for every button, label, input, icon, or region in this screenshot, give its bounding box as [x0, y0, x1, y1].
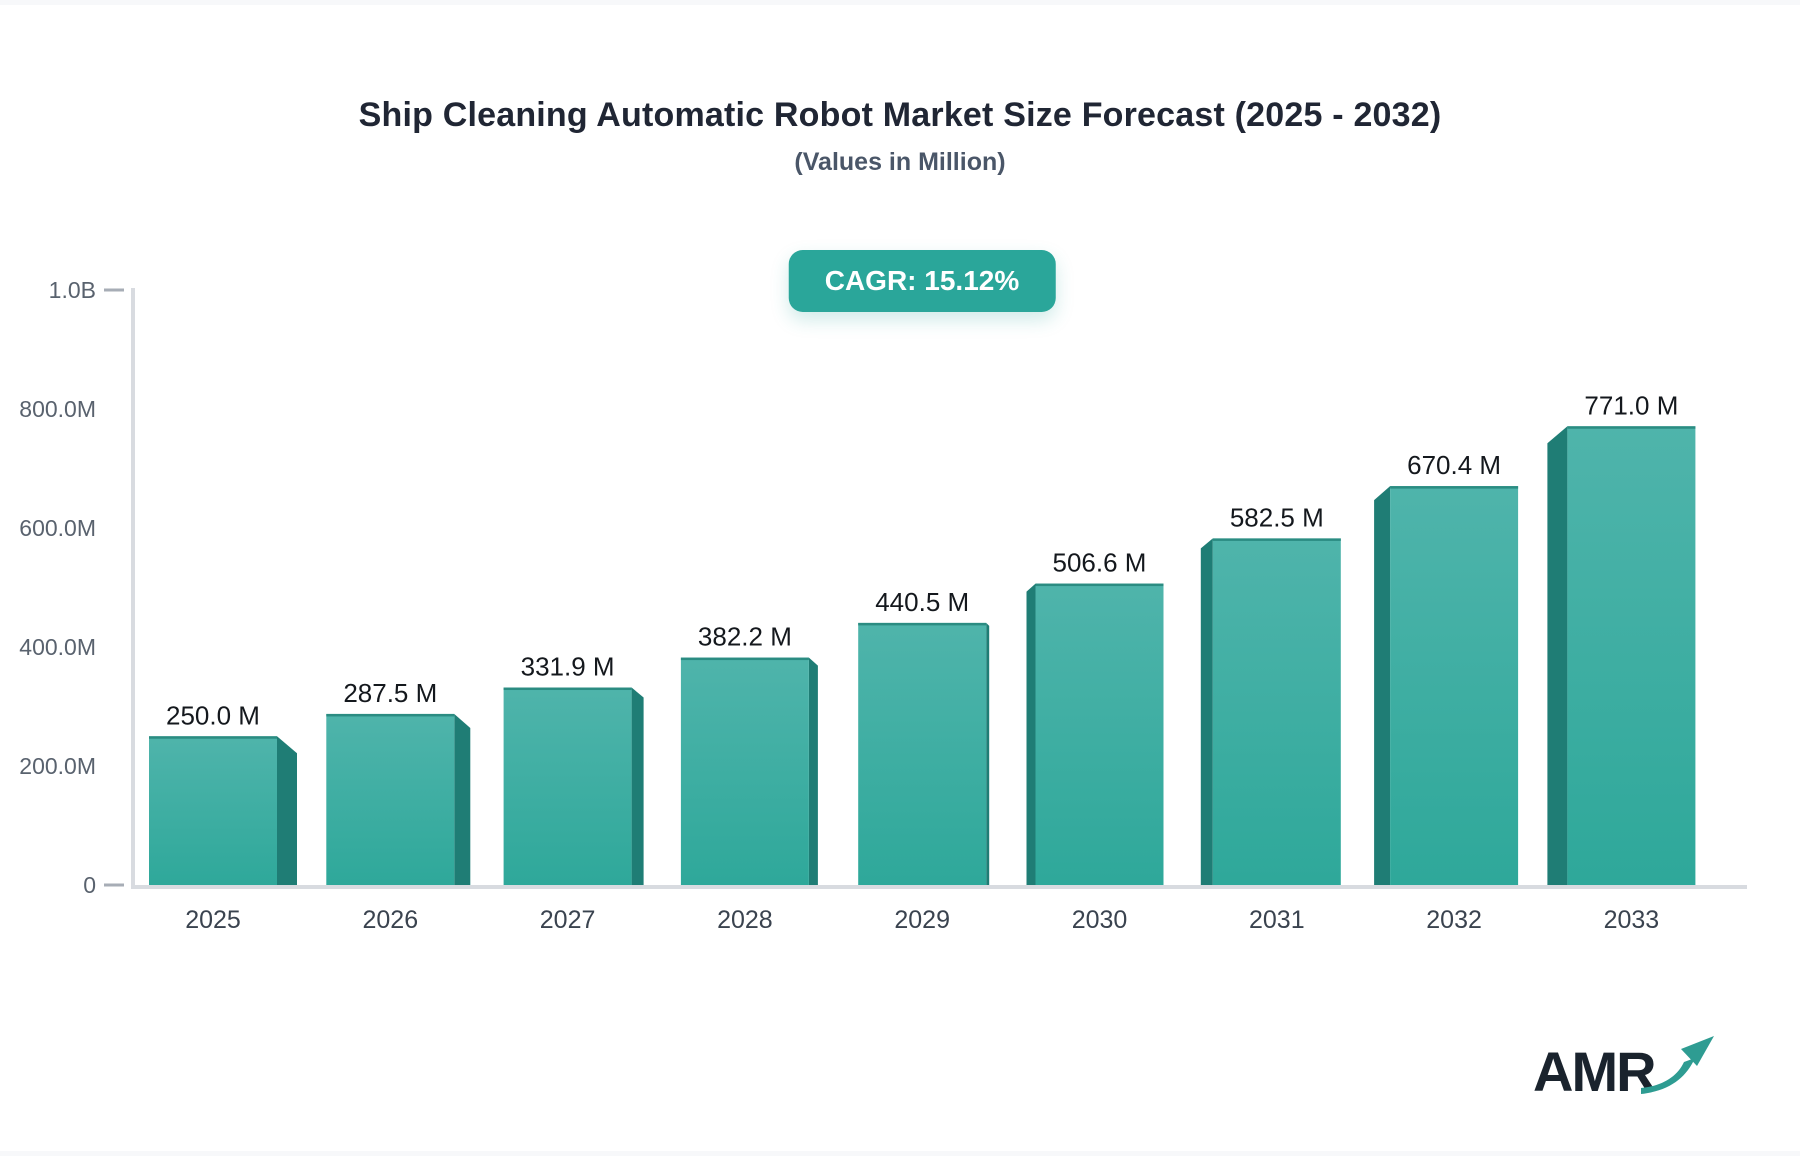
- bar-2030[interactable]: [1026, 583, 1164, 887]
- bar-value-label: 331.9 M: [521, 652, 615, 682]
- y-tick-label: 200.0M: [19, 753, 96, 779]
- bar-top-edge: [680, 657, 809, 661]
- x-tick-label: 2030: [1072, 906, 1128, 934]
- amr-logo-text: AMR: [1533, 1040, 1657, 1103]
- x-tick-label: 2026: [362, 906, 418, 934]
- x-tick-label: 2025: [185, 906, 241, 934]
- bar-2031[interactable]: [1200, 538, 1341, 887]
- y-tick-label: 400.0M: [19, 634, 96, 660]
- y-tick-label: 1.0B: [49, 277, 96, 303]
- bar-top-edge: [858, 622, 987, 626]
- bar-value-label: 582.5 M: [1230, 502, 1324, 532]
- x-tick-label: 2027: [540, 906, 596, 934]
- bottom-edge-strip: [0, 1151, 1800, 1156]
- bar-front-face: [1212, 538, 1341, 887]
- bar-top-edge: [1390, 486, 1519, 489]
- bar-front-face: [503, 687, 632, 887]
- bar-side-face: [1200, 538, 1213, 887]
- bar-top-edge: [326, 713, 455, 717]
- bar-value-label: 670.4 M: [1407, 450, 1501, 480]
- bar-side-face: [808, 657, 818, 887]
- bar-2027[interactable]: [503, 687, 644, 887]
- bar-side-face: [1026, 583, 1036, 887]
- bar-2028[interactable]: [680, 657, 818, 887]
- bar-top-edge: [1567, 426, 1696, 429]
- y-tick-label: 800.0M: [19, 396, 96, 422]
- chart-title: Ship Cleaning Automatic Robot Market Siz…: [358, 96, 1442, 134]
- bar-side-face: [1374, 486, 1391, 887]
- bar-value-label: 287.5 M: [343, 678, 437, 708]
- bar-top-edge: [503, 687, 632, 691]
- bar-2032[interactable]: [1374, 486, 1519, 887]
- bar-front-face: [680, 657, 809, 887]
- bar-2026[interactable]: [326, 713, 471, 887]
- bar-value-label: 771.0 M: [1584, 390, 1678, 420]
- bar-side-face: [1547, 426, 1568, 887]
- bar-2025[interactable]: [149, 736, 297, 887]
- bar-side-face: [454, 713, 471, 887]
- growth-arrow-icon: [1640, 1036, 1714, 1094]
- bar-front-face: [149, 736, 277, 887]
- x-tick-label: 2029: [894, 906, 950, 934]
- amr-logo: AMR: [1533, 1034, 1717, 1100]
- bar-top-edge: [1212, 538, 1341, 541]
- x-tick-label: 2031: [1249, 906, 1305, 934]
- x-tick-label: 2033: [1604, 906, 1660, 934]
- x-tick-label: 2032: [1426, 906, 1482, 934]
- y-tick-dash: [104, 883, 124, 887]
- bar-top-edge: [149, 736, 277, 739]
- chart-subtitle: (Values in Million): [794, 148, 1006, 176]
- bar-side-face: [986, 622, 990, 887]
- bar-front-face: [1567, 426, 1696, 887]
- bar-2029[interactable]: [858, 622, 990, 887]
- top-edge-strip: [0, 0, 1800, 5]
- bar-value-label: 382.2 M: [698, 622, 792, 652]
- x-axis-line: [131, 885, 1747, 889]
- bar-side-face: [631, 687, 644, 887]
- bar-value-label: 440.5 M: [875, 587, 969, 617]
- bar-value-label: 506.6 M: [1053, 548, 1147, 578]
- bar-2033[interactable]: [1547, 426, 1696, 887]
- bar-top-edge: [1035, 583, 1164, 587]
- y-tick-dash: [104, 288, 124, 292]
- bar-front-face: [1035, 583, 1164, 887]
- bar-front-face: [858, 622, 987, 887]
- bar-front-face: [326, 713, 455, 887]
- cagr-badge: CAGR: 15.12%: [788, 250, 1056, 312]
- x-tick-label: 2028: [717, 906, 773, 934]
- y-tick-label: 0: [83, 872, 96, 898]
- bar-value-label: 250.0 M: [166, 700, 260, 730]
- y-tick-label: 600.0M: [19, 515, 96, 541]
- bar-front-face: [1390, 486, 1519, 887]
- y-axis-line: [131, 288, 135, 889]
- bar-side-face: [277, 736, 297, 887]
